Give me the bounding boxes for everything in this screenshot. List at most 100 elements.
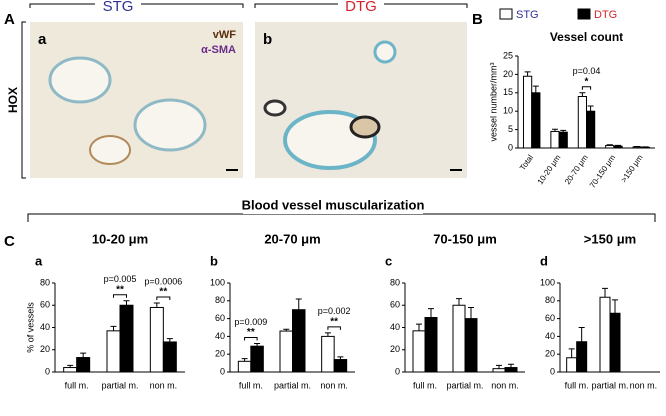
bar <box>162 341 177 373</box>
y-tick-label: 0 <box>395 366 400 376</box>
bar <box>613 145 623 149</box>
y-axis-label: vessel number/mm³ <box>488 62 498 141</box>
panel-letter: a <box>35 253 43 268</box>
vessel <box>373 40 397 64</box>
error-bar <box>428 308 434 318</box>
x-tick-label: 70-150 μm <box>588 153 618 190</box>
error-bar <box>578 327 585 342</box>
error-bar <box>508 363 514 368</box>
y-tick-label: 100 <box>540 277 555 287</box>
alveolus <box>133 98 207 152</box>
y-tick-label: 20 <box>390 344 400 354</box>
bar <box>106 330 121 373</box>
y-tick-label: 0 <box>220 366 225 376</box>
y-tick-label: 60 <box>545 313 555 323</box>
significance-bracket <box>113 294 127 298</box>
y-tick-label: 80 <box>390 277 400 287</box>
vessel <box>349 115 381 139</box>
x-tick-label: 10-20 μm <box>536 153 563 186</box>
error-bar <box>153 302 160 308</box>
bracket <box>27 213 656 222</box>
panel-letter: d <box>540 253 548 268</box>
bar <box>292 309 306 373</box>
bar <box>492 368 506 373</box>
bar <box>412 330 426 373</box>
error-bar <box>67 364 74 368</box>
error-bar <box>587 105 594 112</box>
p-value: p=0.002 <box>318 306 351 316</box>
y-tick-label: 40 <box>545 331 555 341</box>
stain-label: α-SMA <box>201 44 236 56</box>
y-tick-label: 20 <box>545 349 555 359</box>
dtg-label: DTG <box>345 0 377 15</box>
bar <box>566 357 578 373</box>
y-axis-label: % of vessels <box>25 302 35 353</box>
image-letter: b <box>263 31 272 48</box>
bar <box>333 359 348 373</box>
y-tick-label: 60 <box>40 300 50 310</box>
error-bar <box>606 144 613 146</box>
y-tick-label: 10 <box>503 106 513 116</box>
bar <box>522 75 533 149</box>
bar <box>632 146 642 149</box>
panel-letter: A <box>4 11 15 28</box>
stain-label: vWF <box>213 29 237 41</box>
error-bar <box>123 300 130 306</box>
vessel <box>89 135 131 165</box>
y-tick-label: 15 <box>503 87 513 97</box>
significance-bracket <box>581 86 592 90</box>
x-tick-label: non m. <box>630 380 658 390</box>
chart-title: 70-150 μm <box>433 231 497 246</box>
bar <box>63 367 78 373</box>
bar <box>321 335 335 373</box>
bar <box>558 131 568 149</box>
label-bg <box>338 0 384 14</box>
bar <box>504 367 518 373</box>
significance-bracket <box>156 296 171 301</box>
error-bar <box>324 332 331 337</box>
bar <box>250 345 264 373</box>
error-bar <box>283 328 290 332</box>
y-tick-label: 80 <box>545 295 555 305</box>
error-bar <box>551 128 558 132</box>
panel-letter: b <box>210 253 218 268</box>
y-tick-label: 20 <box>215 349 225 359</box>
x-tick-label: 20-70 μm <box>563 153 590 186</box>
y-tick-label: 80 <box>40 277 50 287</box>
x-tick-label: partial m. <box>591 380 628 390</box>
vessel <box>263 99 287 117</box>
significance-bracket <box>327 326 341 330</box>
stg-label: STG <box>103 0 134 15</box>
p-value: p=0.005 <box>104 274 137 284</box>
error-bar <box>416 323 422 331</box>
label-bg <box>243 198 423 214</box>
error-bar <box>456 298 462 306</box>
bar <box>576 341 588 373</box>
x-tick-label: full m. <box>239 380 263 390</box>
legend-label: DTG <box>594 9 617 21</box>
y-tick-label: 5 <box>508 124 513 134</box>
x-tick-label: Total <box>518 153 535 172</box>
section-title: Blood vessel muscularization <box>242 197 425 212</box>
panel-letter: B <box>472 11 483 28</box>
error-bar <box>568 348 575 358</box>
legend-label: STG <box>516 9 539 21</box>
bar <box>237 360 252 373</box>
error-bar <box>615 144 622 147</box>
y-tick-label: 20 <box>40 344 50 354</box>
bar <box>531 92 541 149</box>
error-bar <box>337 356 344 360</box>
error-bar <box>295 298 302 310</box>
legend-swatch <box>499 8 513 20</box>
chart-title: >150 μm <box>584 231 636 246</box>
error-bar <box>254 343 261 347</box>
y-tick-label: 60 <box>390 300 400 310</box>
significance-mark: ** <box>159 287 167 298</box>
y-tick-label: 40 <box>390 322 400 332</box>
bracket <box>21 21 26 179</box>
error-bar <box>468 306 474 319</box>
y-tick-label: 25 <box>503 50 513 60</box>
hox-label: HOX <box>6 87 20 113</box>
panel-letter: C <box>4 233 15 250</box>
